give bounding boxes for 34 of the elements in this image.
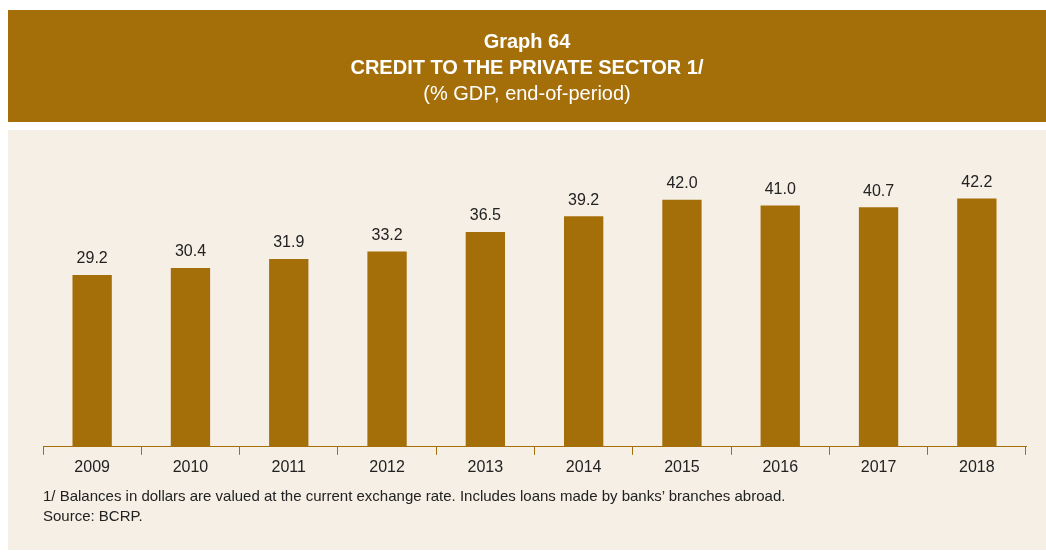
x-tick-label: 2013 bbox=[467, 457, 504, 475]
bar bbox=[269, 259, 309, 447]
bar bbox=[858, 207, 899, 447]
data-label: 30.4 bbox=[174, 242, 207, 260]
x-tick-label: 2012 bbox=[369, 457, 405, 475]
data-label: 40.7 bbox=[862, 181, 895, 199]
bar bbox=[72, 274, 112, 447]
x-tick-label: 2014 bbox=[565, 457, 602, 475]
bar bbox=[957, 198, 997, 447]
x-tick-label: 2011 bbox=[271, 457, 307, 475]
data-label: 36.5 bbox=[469, 206, 502, 224]
source-note: Source: BCRP. bbox=[43, 506, 144, 526]
x-tick-label: 2009 bbox=[74, 457, 111, 475]
chart-title: Graph 64 CREDIT TO THE PRIVATE SECTOR 1/ bbox=[349, 29, 705, 80]
data-label: 42.0 bbox=[666, 174, 698, 192]
bar bbox=[465, 232, 506, 447]
x-tick-label: 2010 bbox=[172, 457, 209, 475]
bar bbox=[662, 199, 702, 447]
data-label: 39.2 bbox=[568, 190, 600, 208]
bar bbox=[170, 267, 211, 447]
data-label: 41.0 bbox=[764, 179, 796, 197]
data-label: 42.2 bbox=[961, 172, 993, 190]
bar bbox=[760, 205, 800, 447]
chart-subtitle: (% GDP, end-of-period) bbox=[422, 81, 632, 106]
x-tick-label: 2016 bbox=[762, 457, 799, 475]
data-label: 29.2 bbox=[76, 249, 108, 267]
text: 1/ Balances in dollars are valued at the current exchange rate. Includes loans made by banks’ branches abroad. bbox=[43, 486, 786, 506]
bar bbox=[563, 216, 604, 447]
bar bbox=[367, 251, 407, 447]
data-label: 31.9 bbox=[273, 233, 305, 251]
x-tick-label: 2015 bbox=[664, 457, 700, 475]
x-tick-label: 2017 bbox=[860, 457, 897, 475]
x-tick-label: 2018 bbox=[959, 457, 995, 475]
data-label: 33.2 bbox=[371, 225, 403, 243]
